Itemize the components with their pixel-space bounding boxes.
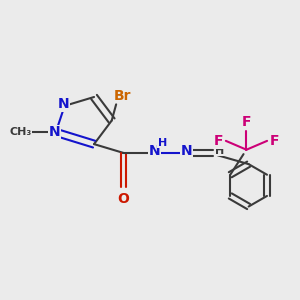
Text: N: N bbox=[57, 98, 69, 111]
Text: Br: Br bbox=[113, 88, 131, 103]
Text: O: O bbox=[118, 192, 129, 206]
Text: F: F bbox=[242, 115, 251, 129]
Text: H: H bbox=[215, 146, 224, 156]
Text: H: H bbox=[158, 138, 167, 148]
Text: F: F bbox=[214, 134, 223, 148]
Text: CH₃: CH₃ bbox=[9, 127, 32, 137]
Text: N: N bbox=[181, 144, 193, 158]
Text: N: N bbox=[49, 125, 60, 139]
Text: F: F bbox=[270, 134, 279, 148]
Text: N: N bbox=[148, 144, 160, 158]
